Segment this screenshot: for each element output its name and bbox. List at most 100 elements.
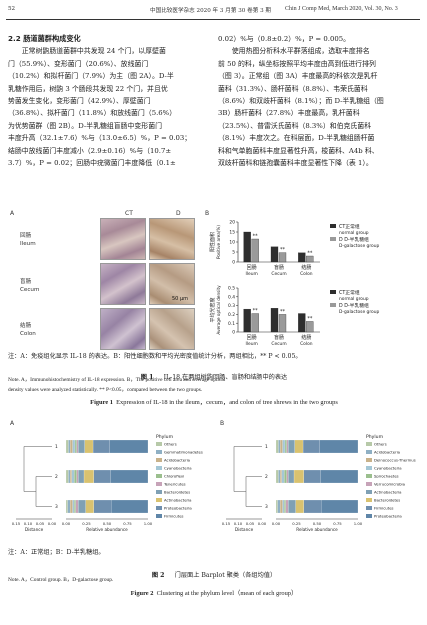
text-line: （图 3）。正常组（图 3A）丰度最高的科依次是乳杆 [218, 72, 378, 81]
y-tick-label: 0.4 [228, 294, 235, 300]
text-line: 科和气单胞菌科丰度显著性升高，梭菌科、A4b 科、 [218, 146, 379, 155]
fig1-col-ct: CT [125, 210, 133, 217]
legend-label-ct: CT正常组 [339, 223, 360, 230]
text-line: 使用热图分析科水平群落组成，选取丰度排名 [231, 47, 370, 56]
journal-title-en: Chin J Comp Med, March 2020, Vol. 30, No… [285, 6, 398, 12]
stacked-segment [303, 499, 322, 514]
text-line: （36.8%）、拟杆菌门（11.8%）和放线菌门（5.6%） [8, 109, 177, 118]
legend-label: Acidobacteria [164, 458, 190, 463]
legend-swatch [366, 482, 372, 486]
abundance-axis-label: Relative abundance [86, 527, 128, 532]
stacked-segment [295, 499, 304, 514]
x-tick-label: 结肠 [301, 334, 311, 341]
text-line: 双歧杆菌科和链孢囊菌科丰度显著性下降（表 1）。 [218, 159, 373, 168]
text-line: 3B）肠杆菌科（27.8%）丰度最高，乳杆菌科 [218, 109, 360, 118]
x-tick-label-en: Colon [300, 271, 313, 277]
legend-swatch [366, 450, 372, 454]
stacked-segment [294, 439, 304, 454]
legend-label: Proteobacteria [374, 514, 402, 519]
legend-swatch [156, 514, 162, 518]
fig1-row-colon-label: 结肠 Colon [20, 323, 36, 337]
text-line: 为优势菌群（图 2B）。D-半乳糖组盲肠中变形菌门 [8, 121, 162, 130]
y-tick-label: 0 [232, 330, 235, 336]
legend-label: Firmicutes [374, 506, 394, 511]
stacked-segment [303, 469, 321, 484]
figure-1: A CT D 回肠 Ileum 盲肠 Cecum 结肠 Colon 50 μm B 阳… [8, 210, 420, 350]
stacked-segment [275, 499, 278, 514]
x-tick-label: 盲肠 [274, 264, 284, 271]
stacked-segment [288, 469, 295, 484]
legend-swatch [156, 442, 162, 446]
sample-label: 3 [55, 504, 58, 510]
abundance-tick-label: 0.00 [272, 521, 281, 526]
stacked-segment [69, 439, 73, 454]
x-tick-label: 盲肠 [274, 334, 284, 341]
stacked-segment [278, 469, 281, 484]
stacked-segment [74, 499, 76, 514]
legend-swatch [156, 490, 162, 494]
stacked-segment [282, 439, 286, 454]
fig2-panel-a-label: A [10, 420, 15, 427]
abundance-tick-label: 1.00 [144, 521, 153, 526]
legend-label: Verrucomicrobia [374, 482, 405, 487]
stacked-segment [72, 499, 75, 514]
histology-ileum-ct-image [100, 218, 146, 260]
histology-colon-d-image [149, 308, 195, 350]
stacked-segment [285, 499, 289, 514]
legend-swatch [156, 450, 162, 454]
x-tick-label-en: Colon [300, 341, 313, 347]
figure-2: A B 1 2 3 0.15 0.10 0.05 0.00 0.00 0.25 0.50 0.75 1… [8, 420, 420, 544]
tree-tick-label: 0.05 [246, 521, 255, 526]
optical-density-chart: 平均光密度 Average optical density 0 0.1 0.2 0.3 0.… [209, 285, 380, 347]
stacked-segment [320, 469, 359, 484]
tree-tick-label: 0.05 [36, 521, 45, 526]
text-line: 丰度升高（32.1±7.6）%与（13.0±6.5）%，P = 0.03； [8, 134, 192, 143]
y-tick-label: 0.3 [228, 303, 235, 309]
y-tick-label: 0.5 [228, 286, 235, 292]
legend-label: Bacteroidetes [374, 498, 400, 503]
sample-label: 3 [265, 504, 268, 510]
text-line: 0.02）%与（0.8±0.2）%，P = 0.005。 [218, 35, 350, 43]
fig1-caption-en: Figure 1 Expression of IL-18 in the ileu… [90, 399, 338, 406]
stacked-segment [69, 499, 73, 514]
tree-tick-label: 0.10 [234, 521, 243, 526]
stacked-segment [279, 469, 282, 484]
stacked-segment [278, 439, 281, 454]
histology-colon-ct-image [100, 308, 146, 350]
stacked-segment [65, 439, 69, 454]
y-tick-label: 15 [229, 230, 235, 236]
stacked-segment [284, 439, 287, 454]
legend-label-d-en: D-galactose group [339, 309, 380, 315]
stacked-segment [84, 439, 94, 454]
x-tick-label: 回肠 [247, 264, 257, 271]
bar-d [251, 238, 259, 263]
tree-tick-label: 0.15 [12, 521, 21, 526]
stacked-segment [286, 469, 289, 484]
page-number: 52 [8, 6, 16, 12]
legend-swatch [156, 498, 162, 502]
fig1-note-cn: 注：A：免疫组化显示 IL-18 的表达。B：阳性细胞数和平均光密度值统计分析，… [8, 353, 302, 360]
x-tick-label-en: Ileum [246, 341, 258, 347]
legend-title: Phylum [156, 434, 174, 440]
legend-swatch [156, 474, 162, 478]
stacked-segment [302, 439, 320, 454]
stacked-segment [93, 469, 111, 484]
fig1-panel-a-label: A [10, 210, 15, 217]
stacked-segment [284, 499, 286, 514]
significance-mark: ** [253, 234, 258, 240]
stacked-segment [68, 469, 71, 484]
legend-label: Others [164, 442, 177, 447]
fig1-caption-cn: 图 1 IL-18 在两组树鼩回肠、盲肠和结肠中的表达 [140, 374, 288, 381]
tree-tick-label: 0.15 [222, 521, 231, 526]
x-tick-label: 结肠 [301, 264, 311, 271]
legend-swatch [366, 474, 372, 478]
legend-label: Deinococcus-Thermus [374, 458, 416, 463]
text-line: 前 50 的科，纵坐标按照平均丰度由高到低进行排列 [218, 59, 376, 68]
fig2-panel-b-label: B [220, 420, 225, 427]
legend-swatch [366, 458, 372, 462]
stacked-segment [71, 469, 75, 484]
significance-mark: ** [253, 308, 258, 314]
bar-ct [243, 308, 251, 333]
text-line: 势菌发生变化，变形菌门（42.9%）、厚壁菌门 [8, 97, 151, 106]
stacked-segment [320, 499, 359, 514]
